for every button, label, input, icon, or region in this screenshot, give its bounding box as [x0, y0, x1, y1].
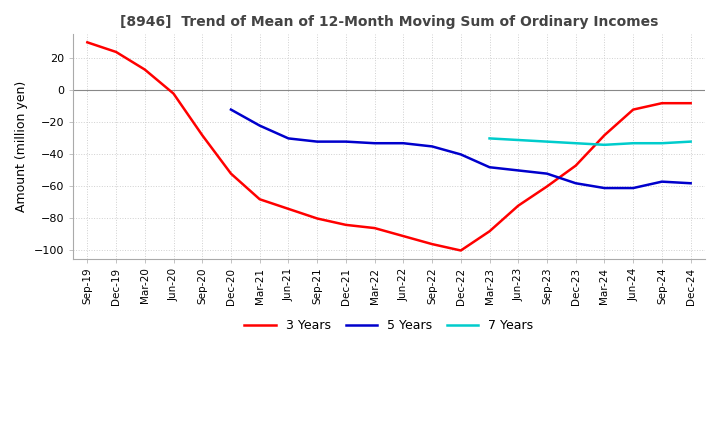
5 Years [629, 185, 637, 191]
3 Years [227, 171, 235, 176]
7 Years [600, 142, 609, 147]
5 Years [600, 185, 609, 191]
5 Years [572, 180, 580, 186]
3 Years [657, 101, 666, 106]
5 Years [284, 136, 293, 141]
Line: 5 Years: 5 Years [231, 110, 690, 188]
Line: 7 Years: 7 Years [490, 139, 690, 145]
Title: [8946]  Trend of Mean of 12-Month Moving Sum of Ordinary Incomes: [8946] Trend of Mean of 12-Month Moving … [120, 15, 658, 29]
3 Years [456, 248, 465, 253]
3 Years [543, 184, 552, 189]
Legend: 3 Years, 5 Years, 7 Years: 3 Years, 5 Years, 7 Years [240, 315, 539, 337]
3 Years [169, 91, 178, 96]
5 Years [514, 168, 523, 173]
7 Years [657, 140, 666, 146]
5 Years [227, 107, 235, 112]
3 Years [428, 242, 436, 247]
3 Years [140, 67, 149, 72]
7 Years [485, 136, 494, 141]
5 Years [686, 180, 695, 186]
5 Years [399, 140, 408, 146]
3 Years [370, 225, 379, 231]
5 Years [543, 171, 552, 176]
3 Years [341, 222, 350, 227]
5 Years [456, 152, 465, 157]
5 Years [312, 139, 321, 144]
Y-axis label: Amount (million yen): Amount (million yen) [15, 81, 28, 212]
5 Years [370, 140, 379, 146]
7 Years [514, 137, 523, 143]
5 Years [657, 179, 666, 184]
3 Years [256, 197, 264, 202]
5 Years [485, 165, 494, 170]
3 Years [312, 216, 321, 221]
3 Years [399, 234, 408, 239]
7 Years [686, 139, 695, 144]
3 Years [83, 40, 91, 45]
7 Years [629, 140, 637, 146]
3 Years [112, 49, 120, 55]
5 Years [428, 144, 436, 149]
5 Years [341, 139, 350, 144]
3 Years [514, 203, 523, 208]
3 Years [629, 107, 637, 112]
3 Years [284, 206, 293, 212]
3 Years [600, 132, 609, 138]
7 Years [543, 139, 552, 144]
3 Years [198, 132, 207, 138]
7 Years [572, 140, 580, 146]
3 Years [686, 101, 695, 106]
3 Years [485, 229, 494, 234]
3 Years [572, 163, 580, 168]
5 Years [256, 123, 264, 128]
Line: 3 Years: 3 Years [87, 42, 690, 250]
